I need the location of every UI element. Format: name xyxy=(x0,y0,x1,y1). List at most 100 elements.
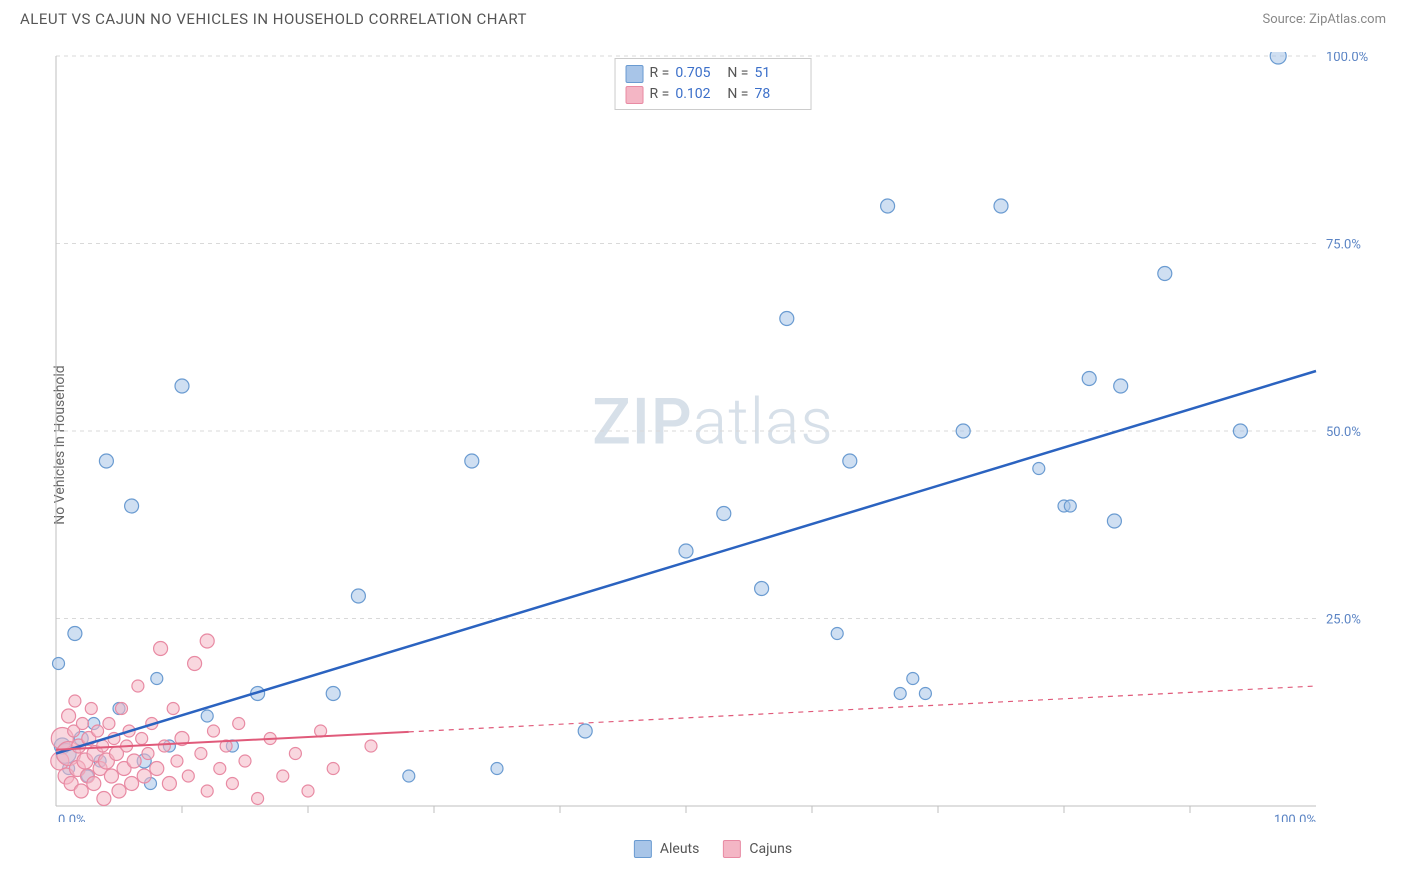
data-point xyxy=(97,792,111,806)
data-point xyxy=(158,740,170,752)
data-point xyxy=(175,379,189,393)
data-point xyxy=(188,657,202,671)
data-point xyxy=(1233,424,1247,438)
data-point xyxy=(956,424,970,438)
trend-line xyxy=(56,371,1316,754)
legend-label: Aleuts xyxy=(660,841,699,857)
legend-item: Aleuts xyxy=(634,840,699,858)
data-point xyxy=(142,748,154,760)
data-point xyxy=(171,755,183,767)
data-point xyxy=(92,725,104,737)
data-point xyxy=(239,755,251,767)
data-point xyxy=(154,642,168,656)
legend-r-value: 0.102 xyxy=(675,84,721,105)
data-point xyxy=(717,507,731,521)
trend-line-extrapolated xyxy=(409,686,1316,732)
data-point xyxy=(87,777,101,791)
data-point xyxy=(289,748,301,760)
correlation-legend: R =0.705N =51R =0.102 N = 78 xyxy=(615,58,812,110)
data-point xyxy=(195,748,207,760)
data-point xyxy=(62,709,76,723)
legend-swatch xyxy=(626,65,644,83)
data-point xyxy=(103,718,115,730)
data-point xyxy=(162,777,176,791)
data-point xyxy=(226,778,238,790)
data-point xyxy=(780,312,794,326)
data-point xyxy=(277,770,289,782)
data-point xyxy=(85,703,97,715)
data-point xyxy=(125,499,139,513)
data-point xyxy=(136,733,148,745)
scatter-plot: 25.0%50.0%75.0%100.0%0.0%100.0% xyxy=(48,52,1378,822)
header: ALEUT VS CAJUN NO VEHICLES IN HOUSEHOLD … xyxy=(0,0,1406,36)
data-point xyxy=(327,763,339,775)
data-point xyxy=(201,710,213,722)
legend-n-value: 78 xyxy=(754,84,800,105)
data-point xyxy=(1107,514,1121,528)
legend-n-value: 51 xyxy=(754,63,800,84)
data-point xyxy=(74,784,88,798)
data-point xyxy=(252,793,264,805)
legend-label: Cajuns xyxy=(749,841,792,857)
data-point xyxy=(907,673,919,685)
data-point xyxy=(1270,52,1286,64)
data-point xyxy=(1082,372,1096,386)
data-point xyxy=(137,769,151,783)
data-point xyxy=(831,628,843,640)
data-point xyxy=(167,703,179,715)
data-point xyxy=(491,763,503,775)
data-point xyxy=(302,785,314,797)
data-point xyxy=(465,454,479,468)
data-point xyxy=(326,687,340,701)
data-point xyxy=(76,718,88,730)
data-point xyxy=(208,725,220,737)
data-point xyxy=(578,724,592,738)
x-tick-label: 100.0% xyxy=(1274,813,1316,822)
data-point xyxy=(365,740,377,752)
y-tick-label: 100.0% xyxy=(1326,52,1368,65)
legend-swatch xyxy=(626,86,644,104)
data-point xyxy=(69,695,81,707)
legend-row: R =0.705N =51 xyxy=(626,63,801,84)
data-point xyxy=(1114,379,1128,393)
x-tick-label: 0.0% xyxy=(58,813,86,822)
data-point xyxy=(881,199,895,213)
data-point xyxy=(68,627,82,641)
data-point xyxy=(1033,463,1045,475)
legend-r-label: R = xyxy=(650,84,670,105)
legend-r-label: R = xyxy=(650,63,670,84)
legend-swatch xyxy=(634,840,652,858)
data-point xyxy=(116,703,128,715)
data-point xyxy=(214,763,226,775)
legend-n-label: N = xyxy=(727,84,748,105)
data-point xyxy=(53,658,65,670)
data-point xyxy=(151,673,163,685)
data-point xyxy=(919,688,931,700)
chart-area: No Vehicles in Household ZIPatlas 25.0%5… xyxy=(48,52,1378,822)
data-point xyxy=(99,454,113,468)
data-point xyxy=(351,589,365,603)
data-point xyxy=(127,754,141,768)
data-point xyxy=(1064,500,1076,512)
data-point xyxy=(994,199,1008,213)
data-point xyxy=(403,770,415,782)
legend-r-value: 0.705 xyxy=(675,63,721,84)
data-point xyxy=(843,454,857,468)
legend-swatch xyxy=(723,840,741,858)
data-point xyxy=(894,688,906,700)
data-point xyxy=(679,544,693,558)
data-point xyxy=(104,769,118,783)
data-point xyxy=(125,777,139,791)
data-point xyxy=(132,680,144,692)
y-tick-label: 25.0% xyxy=(1326,613,1361,628)
data-point xyxy=(233,718,245,730)
series-legend: Aleuts Cajuns xyxy=(634,840,792,858)
data-point xyxy=(150,762,164,776)
data-point xyxy=(1158,267,1172,281)
legend-row: R =0.102 N = 78 xyxy=(626,84,801,105)
data-point xyxy=(112,784,126,798)
source-attribution: Source: ZipAtlas.com xyxy=(1262,12,1386,27)
legend-item: Cajuns xyxy=(723,840,792,858)
y-tick-label: 50.0% xyxy=(1326,425,1361,440)
data-point xyxy=(755,582,769,596)
